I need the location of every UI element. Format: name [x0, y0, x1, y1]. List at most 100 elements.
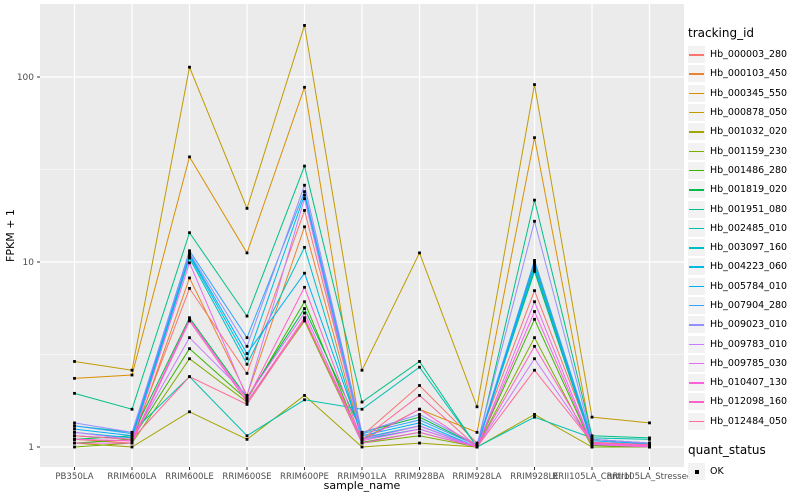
data-point	[188, 317, 191, 321]
data-point	[245, 402, 249, 406]
legend-item-label: Hb_001486_280	[710, 164, 788, 176]
legend-key-swatch	[688, 46, 705, 64]
legend-item: Hb_012484_050	[688, 412, 800, 431]
data-point	[360, 368, 364, 372]
data-point	[73, 424, 76, 428]
legend-key-line-icon	[689, 54, 704, 56]
data-point	[590, 434, 594, 438]
data-point	[418, 251, 421, 255]
data-point	[188, 155, 191, 159]
data-point	[533, 260, 536, 264]
legend-key-line-icon	[689, 169, 704, 172]
legend-item-label: Hb_005784_010	[710, 280, 788, 292]
data-point	[418, 360, 421, 363]
legend-item-label: Hb_001819_020	[710, 184, 788, 196]
data-point	[590, 415, 594, 419]
legend-key-line-icon	[689, 112, 704, 114]
y-tick-label: 100	[17, 73, 34, 83]
data-point	[533, 368, 536, 372]
data-point	[533, 289, 536, 293]
data-point	[188, 231, 191, 235]
data-point	[590, 437, 594, 441]
legend-item: Hb_001486_280	[688, 161, 800, 180]
data-point	[245, 396, 249, 399]
x-tick-label: RRIM600SE	[222, 472, 271, 482]
x-tick-label: PB350LA	[55, 472, 93, 482]
legend-item: Hb_009783_010	[688, 334, 800, 353]
data-point	[130, 373, 134, 377]
data-point	[648, 445, 651, 449]
data-point	[418, 407, 421, 411]
data-point	[303, 316, 306, 320]
data-point	[648, 436, 651, 440]
data-point	[303, 311, 306, 315]
legend-item-label: Hb_001951_080	[710, 203, 788, 215]
legend-key-line-icon	[689, 382, 704, 384]
data-point	[245, 357, 249, 361]
legend-item-label: Hb_012484_050	[710, 415, 788, 427]
data-point	[360, 437, 364, 441]
data-point	[303, 300, 306, 304]
legend-key-line-icon	[689, 324, 704, 326]
data-point	[303, 317, 306, 321]
data-point	[475, 445, 479, 449]
data-point	[303, 197, 306, 201]
legend-item: Hb_001159_230	[688, 141, 800, 160]
legend-item-label: Hb_000345_550	[710, 87, 788, 99]
legend-item-label: Hb_007904_280	[710, 300, 788, 311]
data-point	[303, 319, 306, 323]
data-point	[188, 336, 191, 340]
data-point	[533, 413, 536, 416]
legend-item-label: Hb_004223_060	[710, 261, 788, 273]
data-point	[418, 441, 421, 445]
data-point	[360, 439, 364, 443]
data-point	[188, 347, 191, 351]
data-point	[475, 405, 479, 409]
data-point	[188, 410, 191, 414]
data-point	[533, 219, 536, 223]
data-point	[73, 360, 76, 363]
data-point	[245, 371, 249, 375]
data-point	[73, 391, 76, 395]
legend-key-line-icon	[689, 131, 704, 133]
data-point	[188, 65, 191, 69]
data-point	[533, 317, 536, 321]
data-point	[418, 418, 421, 422]
legend-key-line-icon	[689, 92, 704, 95]
data-point	[303, 164, 306, 168]
data-point	[418, 384, 421, 387]
data-point	[648, 443, 651, 447]
data-point	[245, 352, 249, 355]
data-point	[188, 261, 191, 265]
legend-key-line-icon	[689, 266, 704, 268]
legend-item: Hb_002485_010	[688, 219, 800, 238]
legend-item: Hb_004223_060	[688, 257, 800, 276]
data-point	[303, 183, 306, 187]
legend-key-swatch	[688, 161, 705, 179]
quant-status-legend-items: OK	[688, 462, 800, 481]
x-tick-label: RRIM928LA	[452, 472, 501, 482]
plot-panel: PB350LA RRIM600LA RRIM600LE RRIM600SE RRIM60…	[4, 4, 692, 492]
data-point	[360, 445, 364, 449]
data-point	[130, 441, 134, 445]
tracking-id-legend-items: Hb_000003_280 Hb_000103_450 Hb_000345_550 H…	[688, 45, 800, 431]
data-point	[533, 300, 536, 304]
legend-item-label: Hb_010407_130	[710, 377, 788, 389]
legend-item-label: Hb_009785_030	[710, 357, 788, 369]
data-point	[245, 336, 249, 340]
legend-item: Hb_003097_160	[688, 238, 800, 257]
legend-item-label: OK	[710, 466, 724, 478]
legend-key-swatch	[688, 65, 705, 83]
legend-item-label: Hb_002485_010	[710, 222, 788, 234]
data-point	[188, 276, 191, 280]
legend-key-line-icon	[689, 247, 704, 249]
data-point	[533, 310, 536, 313]
data-point	[188, 286, 191, 290]
data-point	[303, 225, 306, 229]
legend-key-swatch	[688, 84, 705, 102]
data-point	[303, 394, 306, 397]
data-point	[360, 436, 364, 440]
data-point	[533, 415, 536, 419]
data-point	[245, 251, 249, 255]
